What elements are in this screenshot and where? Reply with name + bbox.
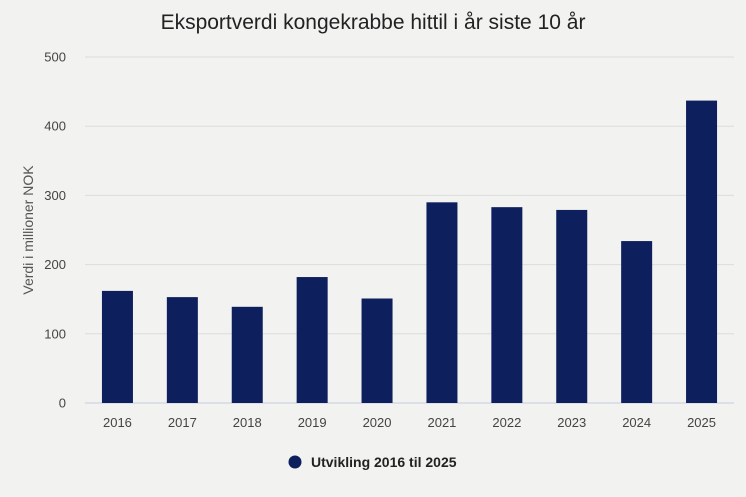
bar-2020[interactable] [361, 298, 393, 403]
chart-title: Eksportverdi kongekrabbe hittil i år sis… [161, 11, 586, 34]
y-tick-label: 500 [44, 50, 66, 65]
y-tick-label: 400 [44, 119, 66, 134]
x-tick-label: 2016 [103, 415, 132, 430]
y-axis-title: Verdi i millioner NOK [20, 165, 36, 295]
x-tick-label: 2020 [363, 415, 392, 430]
x-tick-label: 2019 [298, 415, 327, 430]
bar-2019[interactable] [296, 277, 328, 403]
bars [101, 100, 718, 403]
bar-2023[interactable] [556, 209, 588, 403]
x-tick-label: 2017 [168, 415, 197, 430]
y-tick-label: 200 [44, 257, 66, 272]
x-tick-label: 2022 [492, 415, 521, 430]
x-tick-label: 2024 [622, 415, 651, 430]
bar-2025[interactable] [686, 100, 718, 403]
legend[interactable]: Utvikling 2016 til 2025 [288, 454, 457, 470]
bar-2018[interactable] [231, 306, 263, 403]
legend-label: Utvikling 2016 til 2025 [311, 454, 457, 470]
bar-2021[interactable] [426, 202, 458, 403]
x-tick-label: 2021 [427, 415, 456, 430]
bar-2017[interactable] [166, 297, 198, 403]
y-axis-ticks: 0 100 200 300 400 500 [44, 50, 66, 411]
y-tick-label: 100 [44, 326, 66, 341]
bar-2022[interactable] [491, 207, 523, 403]
bar-2024[interactable] [621, 241, 653, 403]
x-tick-label: 2018 [233, 415, 262, 430]
x-tick-label: 2023 [557, 415, 586, 430]
y-tick-label: 300 [44, 188, 66, 203]
legend-marker [288, 455, 302, 469]
y-tick-label: 0 [59, 396, 66, 411]
bar-2016[interactable] [101, 290, 133, 403]
x-axis-ticks: 2016 2017 2018 2019 2020 2021 2022 2023 2024 2025 [103, 415, 716, 430]
x-tick-label: 2025 [687, 415, 716, 430]
